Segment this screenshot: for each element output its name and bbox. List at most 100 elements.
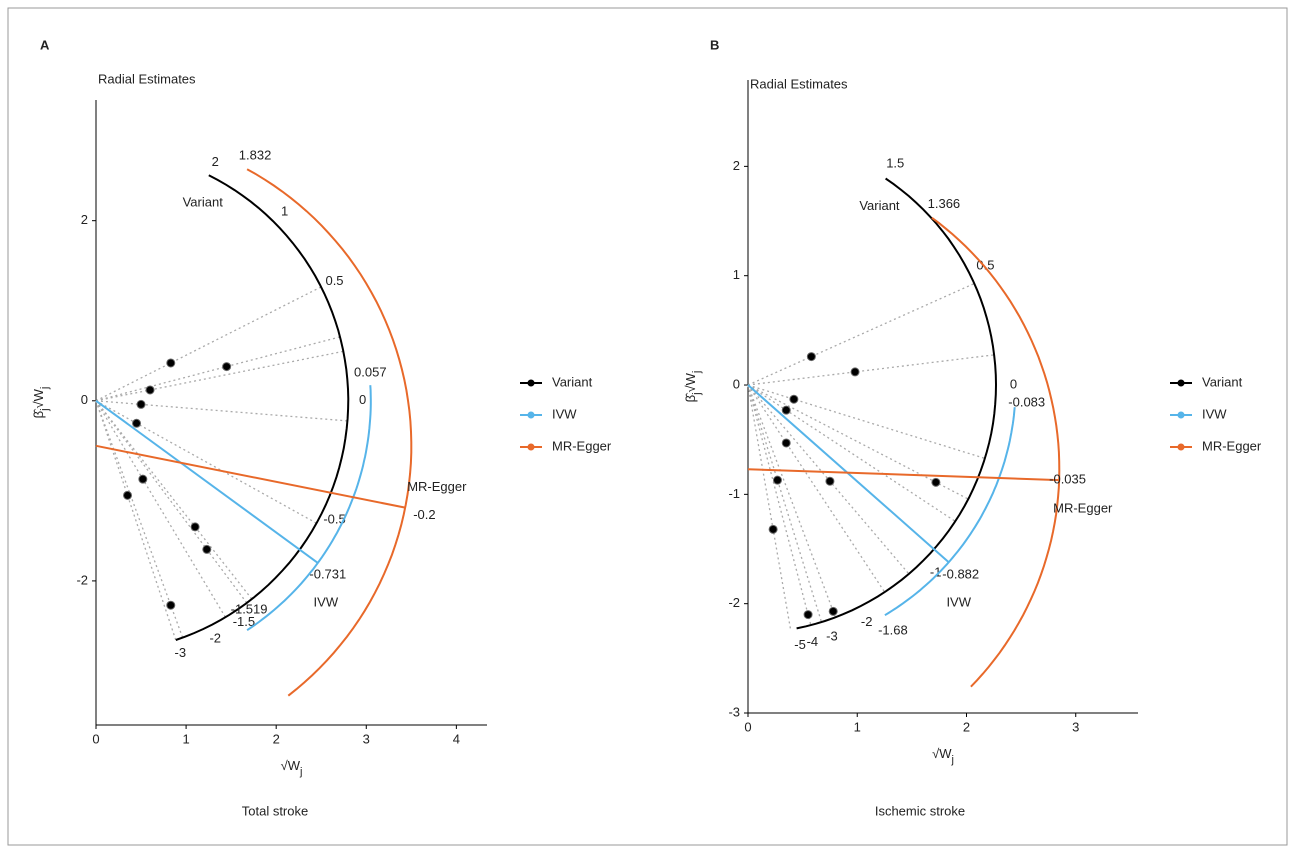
caption: Ischemic stroke — [875, 803, 965, 818]
y-tick-label: 1 — [733, 267, 740, 282]
x-tick-label: 1 — [854, 719, 861, 734]
variant-point — [190, 522, 200, 532]
figure-border — [7, 7, 1288, 846]
variant-scale-label: 0 — [1010, 376, 1017, 391]
legend-dot — [527, 411, 535, 419]
variant-point — [132, 418, 142, 428]
variant-scale-label: -4 — [807, 634, 819, 649]
caption: Total stroke — [242, 803, 308, 818]
panel-label: B — [710, 37, 719, 52]
variant-point — [781, 405, 791, 415]
egger-scale-label: 1.366 — [928, 196, 961, 211]
variant-scale-label: -0.5 — [323, 511, 345, 526]
ivw-scale-arc — [884, 407, 1016, 617]
ivw-scale-label: -1.68 — [878, 623, 908, 638]
x-label-text: √W — [281, 758, 301, 773]
radial-guide — [95, 286, 322, 402]
radial-guide — [747, 384, 823, 623]
y-label-sub: j — [691, 371, 703, 374]
x-tick-label: 2 — [963, 719, 970, 734]
y-tick-label: 2 — [81, 212, 88, 227]
ivw-scale-label: -1.519 — [231, 602, 268, 617]
y-label-root: √W — [31, 388, 46, 408]
variant-scale-arc — [796, 177, 998, 630]
radial-guide — [95, 350, 344, 402]
radial-guide — [747, 384, 837, 618]
variant-point — [136, 399, 146, 409]
variant-point — [781, 438, 791, 448]
radial-guide — [95, 400, 317, 524]
ivw-line — [95, 399, 319, 564]
radial-guide — [95, 336, 341, 402]
chart-title: Radial Estimates — [750, 76, 848, 91]
y-tick-label: -3 — [728, 704, 740, 719]
variant-point — [123, 490, 133, 500]
legend-dot — [1177, 443, 1185, 451]
y-label-sub: j — [39, 387, 51, 390]
x-tick-label: 3 — [1072, 719, 1079, 734]
ivw-label: IVW — [946, 595, 971, 610]
variant-scale-label: -1.5 — [233, 614, 255, 629]
chart-title: Radial Estimates — [98, 71, 196, 86]
variant-point — [850, 367, 860, 377]
radial-guide — [95, 400, 184, 638]
egger-scale-arc — [246, 168, 413, 697]
y-label-sub: j — [39, 408, 51, 411]
variant-label: Variant — [183, 195, 224, 210]
ivw-scale-label: -0.083 — [1008, 395, 1045, 410]
variant-scale-label: 2 — [212, 154, 219, 169]
variant-scale-label: -1 — [930, 564, 942, 579]
variant-point — [825, 476, 835, 486]
egger-label: MR-Egger — [407, 479, 467, 494]
legend-dot — [527, 379, 535, 387]
radial-guide — [747, 384, 910, 575]
variant-point — [202, 544, 212, 554]
x-tick-label: 2 — [273, 731, 280, 746]
variant-scale-label: -3 — [175, 645, 187, 660]
legend-dot — [1177, 379, 1185, 387]
x-axis-label: √Wj — [281, 758, 303, 777]
legend-label: IVW — [552, 406, 577, 421]
egger-label: MR-Egger — [1053, 501, 1113, 516]
variant-scale-label: 0.5 — [325, 273, 343, 288]
variant-scale-label: -2 — [861, 614, 873, 629]
egger-estimate-label: -0.035 — [1049, 472, 1086, 487]
y-label-root: √W — [683, 372, 698, 392]
egger-estimate-label: -0.2 — [413, 507, 435, 522]
radial-guide — [747, 282, 975, 386]
y-axis-label: β̂j√Wj — [683, 371, 702, 403]
x-tick-label: 1 — [182, 731, 189, 746]
panel-label: A — [40, 37, 50, 52]
radial-guide — [747, 384, 886, 593]
y-tick-label: 2 — [733, 158, 740, 173]
radial-guide — [95, 400, 248, 604]
variant-scale-label: -3 — [826, 628, 838, 643]
variant-point — [772, 475, 782, 485]
variant-label: Variant — [859, 198, 900, 213]
y-tick-label: 0 — [81, 392, 88, 407]
variant-point — [138, 474, 148, 484]
x-label-sub: j — [950, 754, 953, 766]
ivw-scale-label: 0.057 — [354, 365, 387, 380]
x-label-sub: j — [299, 766, 302, 778]
x-axis-label: √Wj — [932, 746, 954, 765]
legend-label: MR-Egger — [552, 438, 612, 453]
variant-point — [931, 477, 941, 487]
variant-point — [166, 600, 176, 610]
egger-scale-label: 1.832 — [239, 148, 272, 163]
variant-point — [806, 352, 816, 362]
variant-point — [768, 524, 778, 534]
x-tick-label: 0 — [744, 719, 751, 734]
variant-point — [828, 606, 838, 616]
variant-scale-label: -5 — [794, 637, 806, 652]
variant-point — [166, 358, 176, 368]
y-tick-label: -1 — [728, 486, 740, 501]
variant-scale-label: 0 — [359, 392, 366, 407]
legend-label: IVW — [1202, 406, 1227, 421]
egger-scale-arc — [931, 216, 1061, 688]
x-tick-label: 0 — [92, 731, 99, 746]
variant-scale-label: 1 — [281, 204, 288, 219]
radial-guide — [747, 384, 969, 500]
y-label-beta: β̂ — [31, 408, 46, 418]
